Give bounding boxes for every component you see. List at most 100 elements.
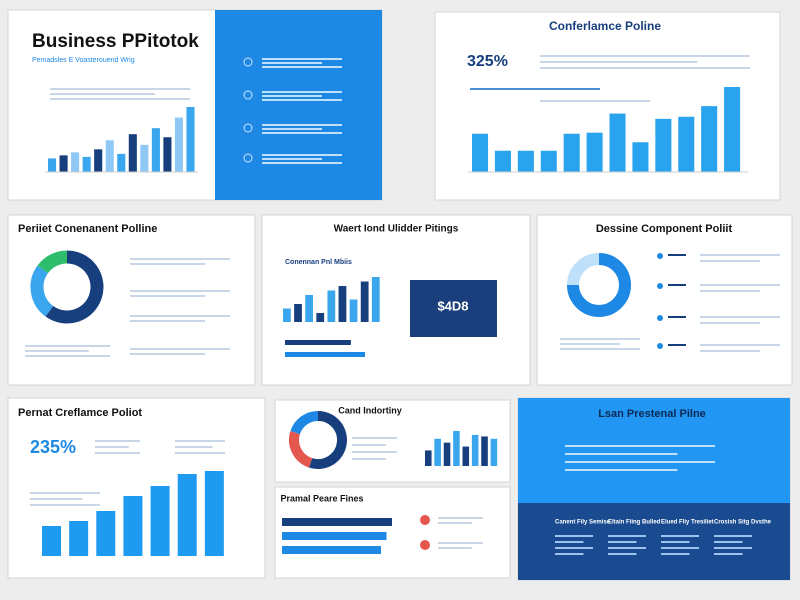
icon [420, 540, 430, 550]
icon [243, 90, 253, 100]
bar [540, 150, 557, 172]
text-line [30, 504, 100, 506]
icon [420, 515, 430, 525]
text-line [262, 154, 342, 156]
bar [371, 277, 380, 322]
text-line [130, 258, 230, 260]
text-line [668, 284, 686, 286]
bar [563, 133, 580, 172]
slide [434, 11, 781, 201]
bar [305, 295, 313, 322]
text-line [661, 547, 699, 549]
text-line [50, 98, 190, 100]
text-line [95, 440, 140, 442]
slide-title: Cand Indortiny [338, 405, 402, 415]
text-line [565, 461, 715, 463]
text-line [25, 355, 110, 357]
text-line [668, 344, 686, 346]
stat: 325% [467, 53, 508, 70]
text-line [95, 446, 129, 448]
text-line [555, 547, 593, 549]
bar [186, 107, 195, 172]
bar [151, 128, 160, 172]
text-line [30, 498, 83, 500]
text-line [560, 343, 620, 345]
text-line [352, 451, 397, 453]
text-line [175, 440, 225, 442]
bar [150, 486, 170, 556]
text-line [540, 100, 650, 102]
slide-title: Pramal Peare Fines [280, 493, 363, 503]
text-line [608, 535, 646, 537]
text-line [608, 541, 637, 543]
text-line [130, 315, 230, 317]
bar [327, 290, 336, 322]
bar [724, 87, 741, 172]
text-line [262, 95, 322, 97]
text-line [470, 88, 600, 90]
bar [294, 304, 302, 322]
text-line [130, 320, 205, 322]
text-line [540, 61, 698, 63]
text-line [608, 547, 646, 549]
bar [349, 299, 358, 322]
text-line [130, 295, 205, 297]
bar [701, 106, 718, 172]
bar [609, 113, 626, 172]
text-line [438, 542, 483, 544]
slide-title: Lsan Prestenal Pilne [598, 408, 706, 420]
bar [174, 117, 183, 172]
text-line [262, 66, 342, 68]
text-line [700, 322, 760, 324]
text-line [352, 444, 386, 446]
text-line [130, 353, 205, 355]
hbar [285, 352, 365, 357]
text-line [700, 290, 760, 292]
icon [243, 123, 253, 133]
text-line [262, 62, 322, 64]
text-line [262, 162, 342, 164]
bar [177, 474, 197, 556]
slide-title: Periiet Conenanent Polline [18, 223, 157, 235]
text-line [262, 128, 322, 130]
donut-segment [567, 253, 631, 317]
text-line [661, 553, 690, 555]
bar [163, 137, 172, 172]
text-line [25, 350, 89, 352]
text-line [262, 91, 342, 93]
donut-segment [289, 431, 313, 468]
slide-title: Pernat Creflamce Poliot [18, 407, 142, 419]
bar [283, 308, 291, 322]
text-line [661, 535, 699, 537]
text-line [130, 290, 230, 292]
slide-title: Conferlamce Poline [549, 19, 661, 33]
text-line [175, 452, 225, 454]
bar [59, 155, 68, 172]
text-line [700, 344, 780, 346]
text-line [714, 553, 743, 555]
bar [204, 471, 224, 556]
bar [472, 133, 489, 172]
text-line [438, 517, 483, 519]
bar [48, 158, 57, 172]
donut-segment [290, 411, 319, 435]
slide-title: Dessine Component Poliit [596, 223, 733, 235]
blue-top [518, 398, 790, 503]
column-heading: Canent Fily Semise [555, 520, 611, 526]
text-line [608, 553, 637, 555]
bar [481, 436, 488, 466]
slide-title: Business PPitotok [32, 31, 199, 52]
bar [462, 446, 470, 466]
text-line [50, 93, 155, 95]
text-line [130, 348, 230, 350]
hbar [282, 546, 381, 554]
bar [140, 144, 149, 172]
donut-segment [37, 250, 68, 274]
text-line [540, 55, 750, 57]
text-line [560, 338, 640, 340]
text-line [714, 547, 752, 549]
text-line [565, 453, 678, 455]
bar [471, 434, 479, 466]
bar [494, 150, 511, 172]
